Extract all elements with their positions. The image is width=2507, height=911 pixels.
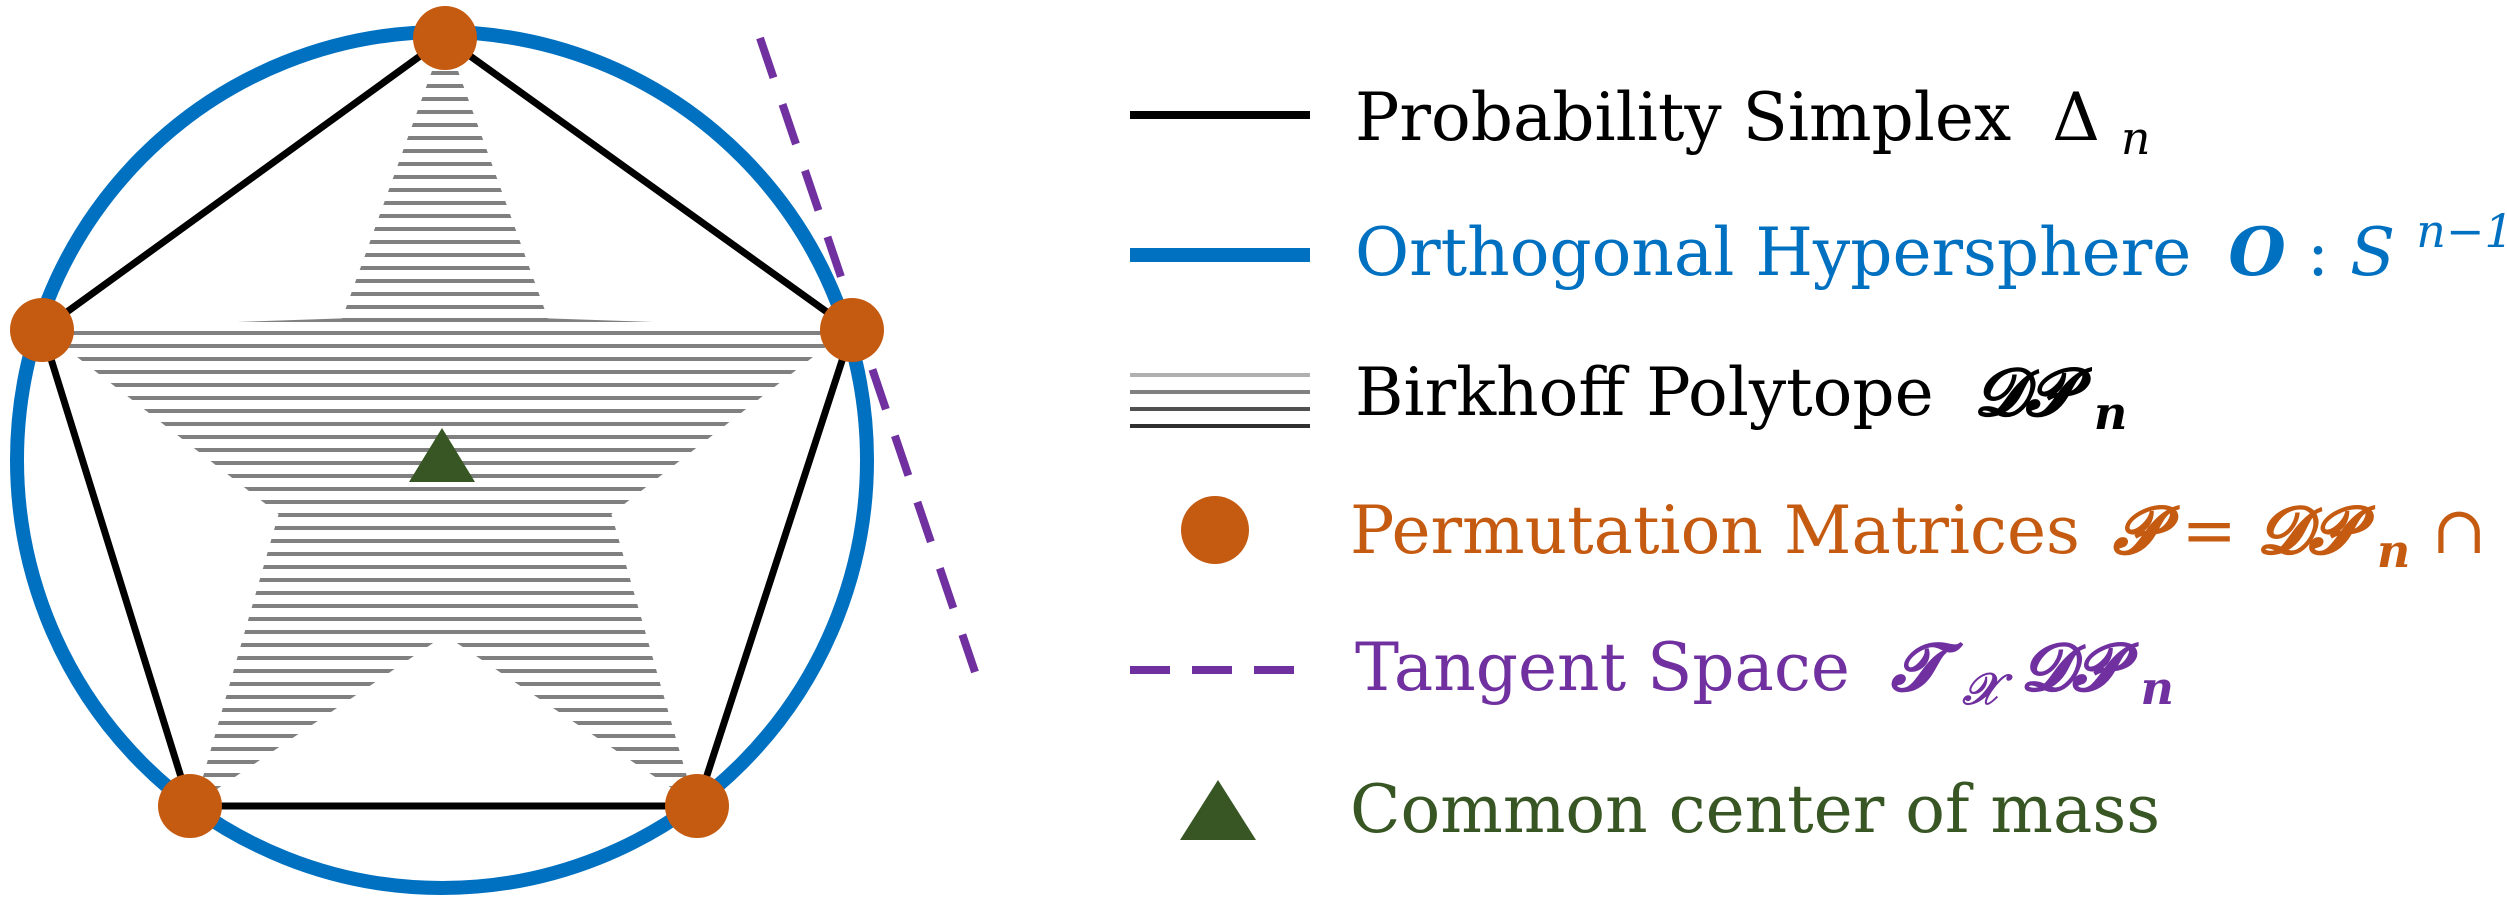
polytope-legend-swatch <box>1130 373 1310 428</box>
permutation-legend-marker <box>1181 496 1249 564</box>
sphere-legend-separator: : <box>2307 214 2350 291</box>
sphere-legend-symbol: O <box>2228 213 2286 291</box>
permutation-vertex-bottom-right <box>665 774 729 838</box>
legend: Probability Simplex Δ n Orthogonal Hyper… <box>1130 79 2507 848</box>
permutation-vertex-bottom-left <box>158 774 222 838</box>
svg-text:Tangent Space 𝓣: Tangent Space 𝓣 𝒳 𝓓𝓟 n <box>1355 628 2174 720</box>
polytope-legend-symbol: 𝓓𝓟 <box>1975 353 2093 431</box>
sphere-legend-sphere-symbol: S <box>2350 214 2395 291</box>
svg-text:Permutation Matrices �: Permutation Matrices 𝓟 = 𝓓𝓟 n ∩ O <box>1350 491 2507 583</box>
center-legend-label: Common center of mass <box>1350 771 2160 848</box>
legend-row-polytope: Birkhoff Polytope 𝓓𝓟 n <box>1130 353 2127 440</box>
permutation-legend-intersection: ∩ <box>2431 492 2507 569</box>
simplex-legend-subscript: n <box>2121 111 2151 165</box>
permutation-vertices <box>10 6 884 838</box>
center-legend-marker <box>1180 780 1256 840</box>
permutation-legend-symbol: 𝓟 <box>2113 491 2180 569</box>
svg-text:Orthogonal Hypersphere: Orthogonal Hypersphere O : S n−1 <box>1355 204 2507 291</box>
tangent-space-line <box>756 36 979 674</box>
tangent-legend-dp: 𝓓𝓟 <box>2021 628 2139 706</box>
permutation-vertex-right <box>820 298 884 362</box>
svg-text:Probability Simplex Δ: Probability Simplex Δ n <box>1355 79 2150 165</box>
polytope-legend-label: Birkhoff Polytope <box>1355 354 1934 431</box>
permutation-legend-dp: 𝓓𝓟 <box>2258 491 2376 569</box>
legend-row-sphere: Orthogonal Hypersphere O : S n−1 <box>1130 204 2507 291</box>
tangent-legend-subscript-x: 𝒳 <box>1961 664 2013 715</box>
geometry-figure <box>10 6 979 895</box>
sphere-legend-label: Orthogonal Hypersphere <box>1355 214 2191 291</box>
permutation-vertex-left <box>10 298 74 362</box>
simplex-legend-symbol: Δ <box>2052 79 2100 156</box>
legend-row-tangent: Tangent Space 𝓣 𝒳 𝓓𝓟 n <box>1130 628 2174 720</box>
svg-text:Common center of mass: Common center of mass <box>1350 771 2160 848</box>
polytope-legend-subscript: n <box>2094 386 2127 440</box>
permutation-legend-equals: = <box>2181 492 2257 569</box>
legend-row-center: Common center of mass <box>1180 771 2160 848</box>
tangent-legend-symbol: 𝓣 <box>1891 628 1964 706</box>
tangent-legend-subscript: n <box>2140 661 2173 715</box>
simplex-legend-label: Probability Simplex <box>1355 79 2011 156</box>
svg-text:Birkhoff Polytope 𝓓𝓟: Birkhoff Polytope 𝓓𝓟 n <box>1355 353 2127 440</box>
permutation-legend-subscript: n <box>2377 524 2410 578</box>
center-of-mass-triangle <box>409 428 475 482</box>
legend-row-simplex: Probability Simplex Δ n <box>1130 79 2150 165</box>
sphere-legend-superscript: n−1 <box>2416 204 2507 258</box>
permutation-legend-label: Permutation Matrices <box>1350 492 2080 569</box>
legend-row-permutation: Permutation Matrices 𝓟 = 𝓓𝓟 n ∩ O <box>1181 491 2507 583</box>
probability-simplex-pentagon <box>38 34 856 810</box>
permutation-vertex-top <box>413 6 477 70</box>
tangent-legend-label: Tangent Space <box>1355 629 1850 706</box>
